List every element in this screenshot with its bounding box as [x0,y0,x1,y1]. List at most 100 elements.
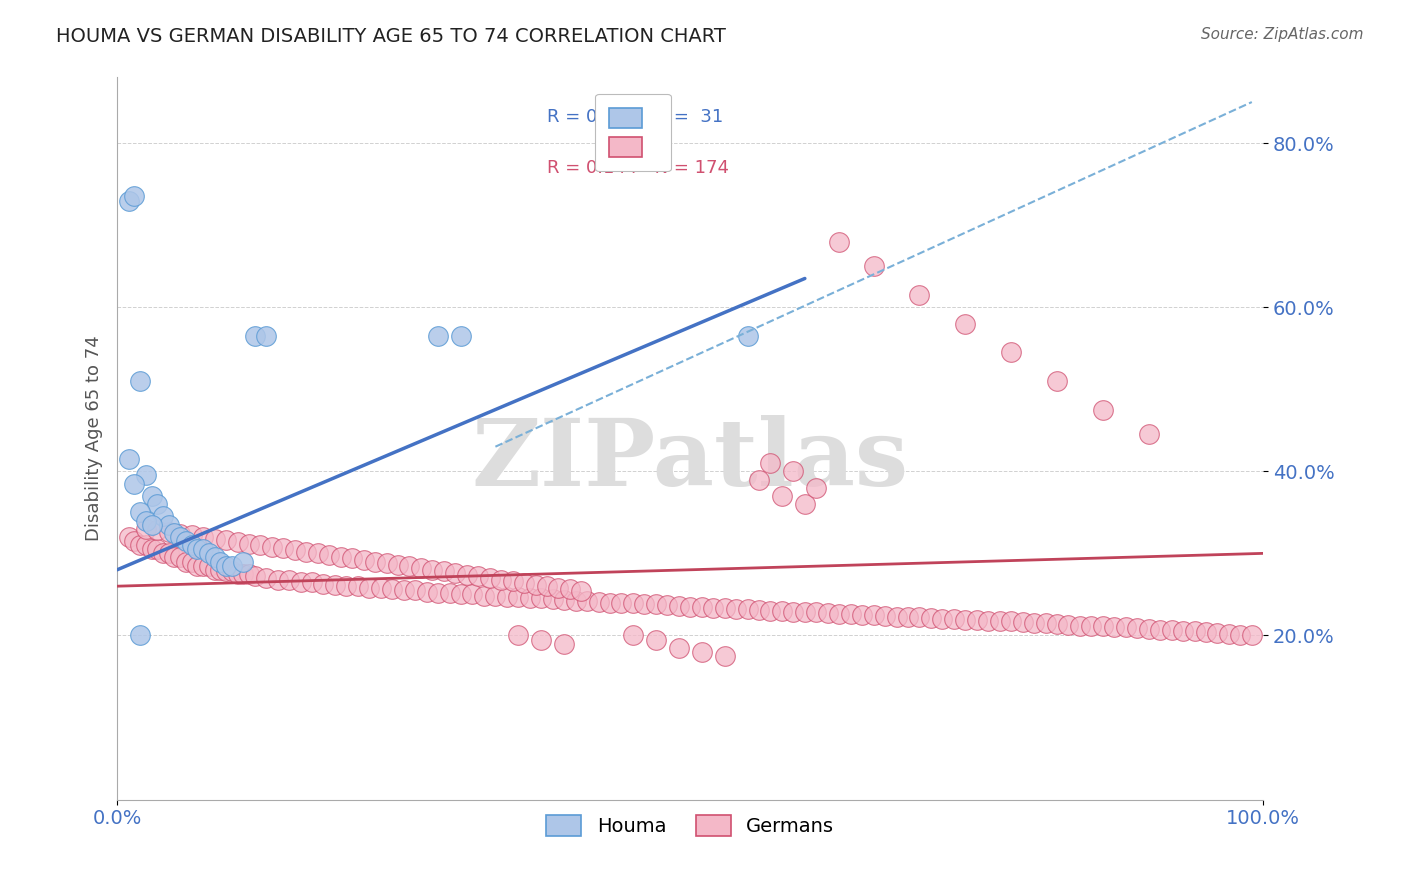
Point [668,640,690,655]
Point [942,612,965,626]
Point [249,538,271,552]
Point [238,536,260,550]
Point [323,577,346,591]
Point [422,563,444,577]
Point [215,558,238,573]
Point [340,551,363,566]
Point [375,556,398,570]
Point [690,645,713,659]
Point [254,571,277,585]
Point [508,628,530,642]
Point [644,597,666,611]
Point [169,530,191,544]
Point [966,613,988,627]
Point [793,606,815,620]
Point [118,194,141,208]
Point [174,534,197,549]
Point [955,613,977,627]
Point [633,597,655,611]
Text: R = 0.144   N = 174: R = 0.144 N = 174 [547,159,728,177]
Point [129,374,152,388]
Point [828,235,851,249]
Point [725,602,748,616]
Legend: Houma, Germans: Houma, Germans [538,807,842,844]
Point [1000,615,1022,629]
Point [908,610,931,624]
Point [1091,619,1114,633]
Point [713,648,735,663]
Point [713,601,735,615]
Point [295,545,318,559]
Point [191,558,214,573]
Point [862,607,884,622]
Point [564,594,586,608]
Point [530,591,553,606]
Point [243,329,266,343]
Point [135,468,157,483]
Point [690,599,713,614]
Point [1080,618,1102,632]
Point [180,555,202,569]
Point [737,602,759,616]
Point [977,614,1000,628]
Point [873,608,896,623]
Point [770,489,793,503]
Point [513,575,536,590]
Point [146,542,169,557]
Point [817,607,839,621]
Point [530,632,553,647]
Point [484,589,506,603]
Point [284,543,307,558]
Point [621,628,644,642]
Point [1195,625,1218,640]
Point [301,575,323,590]
Point [759,456,782,470]
Point [157,517,180,532]
Point [862,259,884,273]
Point [467,569,489,583]
Point [621,596,644,610]
Point [215,565,238,579]
Point [141,489,163,503]
Point [238,566,260,581]
Point [886,609,908,624]
Point [828,607,851,621]
Point [536,579,558,593]
Point [335,579,357,593]
Point [329,549,352,564]
Point [657,598,679,612]
Point [599,596,621,610]
Point [141,517,163,532]
Point [409,561,432,575]
Point [702,600,724,615]
Point [897,610,920,624]
Point [163,550,186,565]
Point [124,476,146,491]
Point [748,473,770,487]
Point [307,546,329,560]
Point [157,524,180,539]
Point [146,524,169,538]
Point [433,565,456,579]
Point [1057,617,1080,632]
Point [908,288,931,302]
Point [759,604,782,618]
Point [472,589,495,603]
Point [387,558,409,572]
Point [243,569,266,583]
Point [920,611,942,625]
Point [489,573,512,587]
Point [221,558,243,573]
Point [370,581,392,595]
Point [226,566,249,581]
Point [931,612,953,626]
Text: R = 0.414   N =  31: R = 0.414 N = 31 [547,108,723,126]
Point [576,594,599,608]
Point [988,615,1011,629]
Point [273,541,295,556]
Point [427,586,450,600]
Point [1206,626,1229,640]
Point [215,533,238,548]
Point [129,628,152,642]
Point [186,542,208,557]
